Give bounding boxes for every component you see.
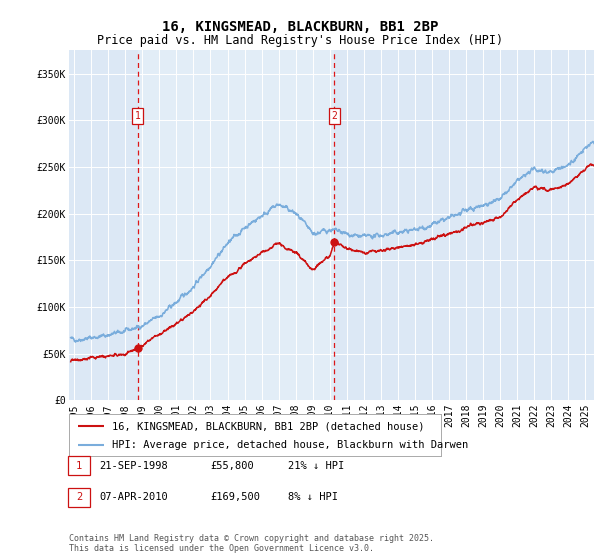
Text: 07-APR-2010: 07-APR-2010 (99, 492, 168, 502)
Text: 16, KINGSMEAD, BLACKBURN, BB1 2BP: 16, KINGSMEAD, BLACKBURN, BB1 2BP (162, 20, 438, 34)
Text: £55,800: £55,800 (210, 461, 254, 471)
Text: 8% ↓ HPI: 8% ↓ HPI (288, 492, 338, 502)
Text: HPI: Average price, detached house, Blackburn with Darwen: HPI: Average price, detached house, Blac… (112, 440, 468, 450)
Bar (137, 50, 334, 400)
Text: £169,500: £169,500 (210, 492, 260, 502)
Text: 1: 1 (134, 111, 140, 121)
Text: Price paid vs. HM Land Registry's House Price Index (HPI): Price paid vs. HM Land Registry's House … (97, 34, 503, 46)
Text: 2: 2 (76, 492, 82, 502)
Text: 16, KINGSMEAD, BLACKBURN, BB1 2BP (detached house): 16, KINGSMEAD, BLACKBURN, BB1 2BP (detac… (112, 421, 424, 431)
Text: 21-SEP-1998: 21-SEP-1998 (99, 461, 168, 471)
Text: 21% ↓ HPI: 21% ↓ HPI (288, 461, 344, 471)
Text: 2: 2 (331, 111, 337, 121)
Text: 1: 1 (76, 461, 82, 471)
Text: Contains HM Land Registry data © Crown copyright and database right 2025.
This d: Contains HM Land Registry data © Crown c… (69, 534, 434, 553)
